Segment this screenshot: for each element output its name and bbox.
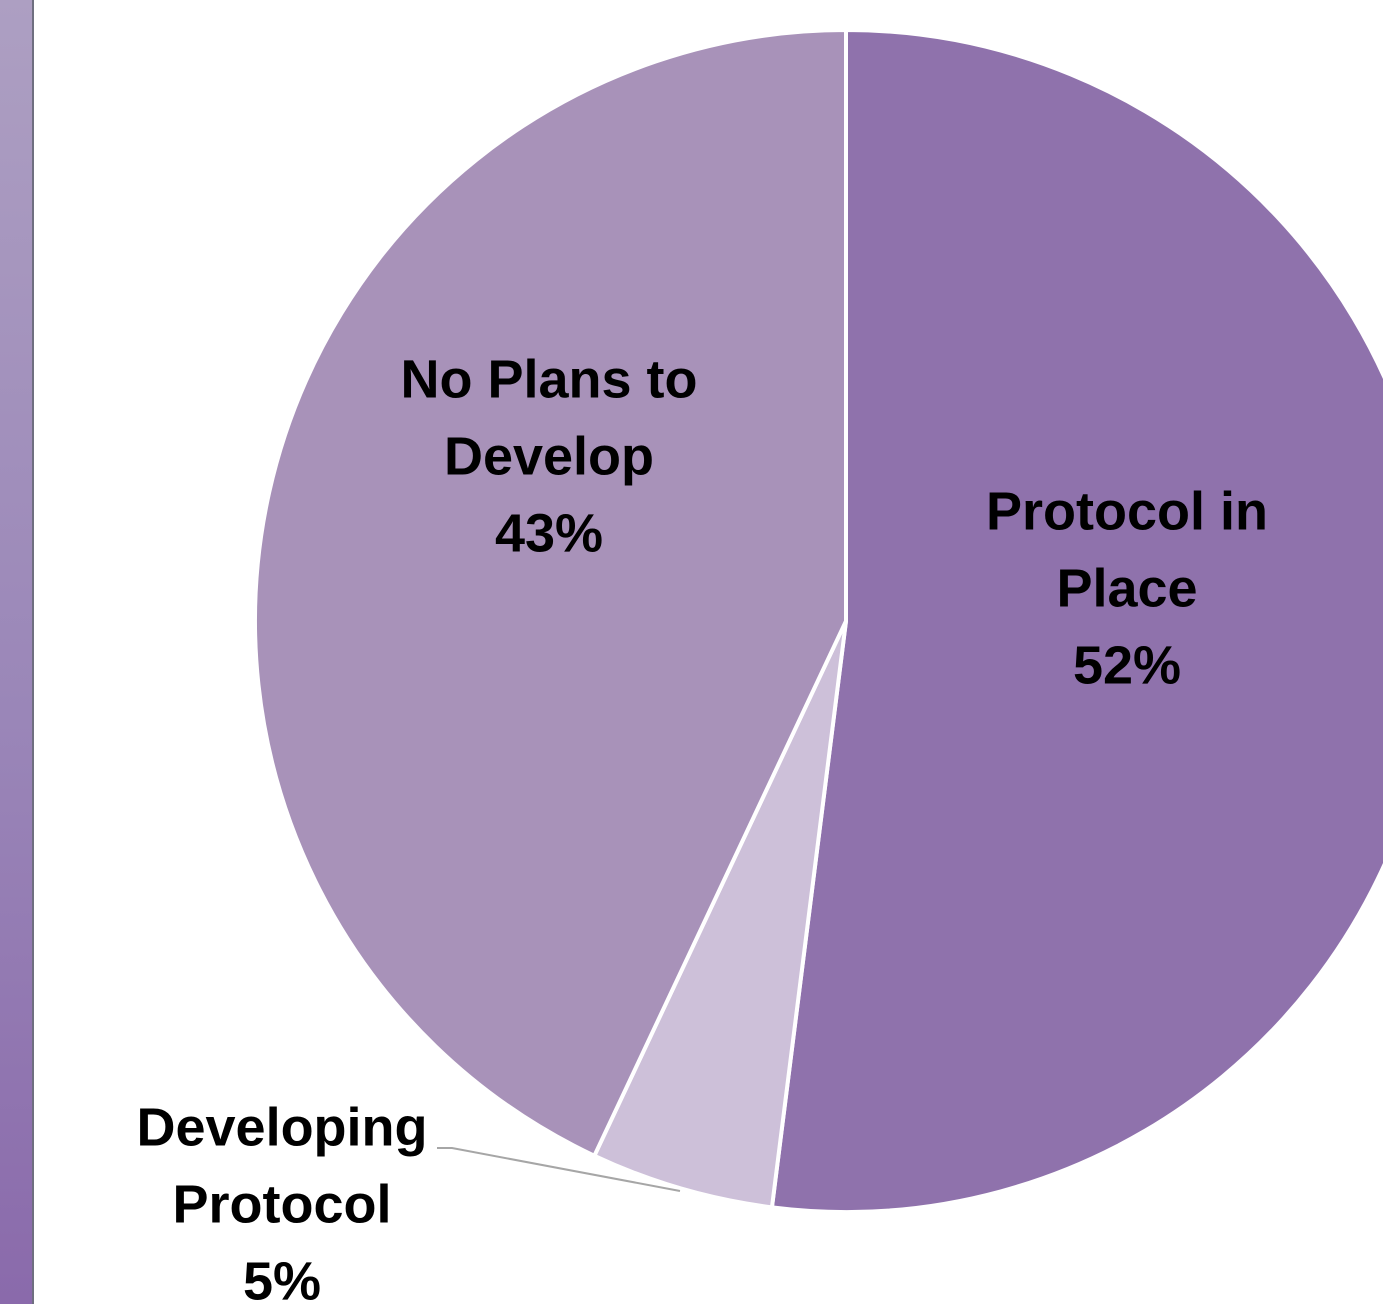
slice-label-protocol-in-place: Protocol in Place 52% bbox=[986, 481, 1268, 695]
pie-slice-protocol-in-place bbox=[769, 28, 1383, 1214]
leader-lines bbox=[437, 1147, 681, 1192]
slice-label-no-plans-to-develop: No Plans to Develop 43% bbox=[400, 349, 697, 563]
slice-value-label: 43% bbox=[495, 503, 603, 563]
slice-name-line: Developing bbox=[136, 1097, 427, 1157]
decorative-side-bar bbox=[0, 0, 34, 1304]
slice-name-line: No Plans to bbox=[400, 349, 697, 409]
slice-name-line: Protocol in bbox=[986, 481, 1268, 541]
slice-name-line: Place bbox=[1056, 558, 1197, 618]
leader-line-developing-protocol bbox=[437, 1147, 681, 1192]
pie-slices bbox=[253, 28, 1383, 1214]
slice-name-line: Develop bbox=[444, 426, 654, 486]
slice-name-line: Protocol bbox=[172, 1174, 391, 1234]
slice-labels: Protocol in Place 52% Developing Protocol 5% N… bbox=[136, 349, 1268, 1304]
pie-slice-no-plans-to-develop bbox=[253, 28, 848, 1158]
slice-value-label: 52% bbox=[1073, 635, 1181, 695]
pie-slice-developing-protocol bbox=[592, 619, 848, 1210]
slice-label-developing-protocol: Developing Protocol 5% bbox=[136, 1097, 427, 1304]
slice-value-label: 5% bbox=[243, 1251, 321, 1304]
